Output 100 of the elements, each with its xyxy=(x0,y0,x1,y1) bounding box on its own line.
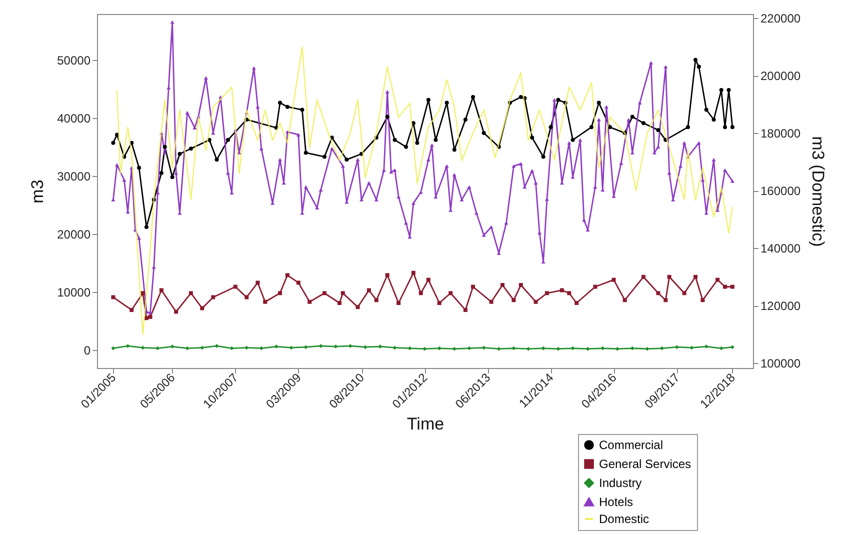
point xyxy=(159,288,164,292)
point xyxy=(111,346,116,350)
point xyxy=(512,346,516,350)
point xyxy=(630,346,634,350)
point xyxy=(518,283,523,288)
y2-tick-label: 160000 xyxy=(760,184,801,198)
y2-tick-label: 220000 xyxy=(760,12,801,26)
point xyxy=(471,284,476,289)
point xyxy=(374,298,378,302)
point xyxy=(500,283,504,288)
point xyxy=(700,298,705,302)
y2-tick-label: 120000 xyxy=(760,299,801,314)
legend-label: Industry xyxy=(599,476,642,490)
point xyxy=(140,346,145,350)
point xyxy=(174,310,178,314)
point xyxy=(185,346,190,350)
point xyxy=(560,288,564,292)
point xyxy=(148,314,152,319)
point xyxy=(667,274,672,279)
point xyxy=(730,284,734,289)
point xyxy=(482,346,486,350)
point xyxy=(418,291,423,296)
point xyxy=(556,346,560,351)
legend-label: Domestic xyxy=(599,512,650,526)
point xyxy=(233,284,238,289)
point xyxy=(722,284,727,289)
point xyxy=(256,280,260,285)
point xyxy=(308,300,312,304)
line-series xyxy=(116,46,734,335)
point xyxy=(259,346,264,350)
point xyxy=(645,346,650,351)
y-tick-label: 30000 xyxy=(57,169,91,184)
point xyxy=(263,300,268,304)
point xyxy=(426,278,430,282)
point xyxy=(664,298,668,302)
y-tick-label: 50000 xyxy=(57,53,91,68)
point xyxy=(296,280,300,285)
point xyxy=(200,306,204,310)
point xyxy=(211,295,216,300)
legend-label: Commercial xyxy=(599,438,664,452)
point xyxy=(244,295,249,300)
point xyxy=(214,344,219,348)
point xyxy=(411,270,416,275)
point xyxy=(318,344,323,348)
point xyxy=(274,344,278,349)
point xyxy=(285,273,290,278)
point xyxy=(704,344,708,349)
point xyxy=(716,278,720,282)
point xyxy=(289,346,294,350)
point xyxy=(378,344,382,349)
point xyxy=(534,300,538,304)
point xyxy=(693,274,698,279)
point xyxy=(674,345,679,350)
x-axis-title: Time xyxy=(406,414,444,434)
y2-tick-label: 140000 xyxy=(760,242,801,256)
point xyxy=(304,345,308,350)
point xyxy=(337,301,342,306)
point xyxy=(111,295,116,300)
point xyxy=(593,284,598,289)
point xyxy=(512,298,516,302)
y2-tick-label: 180000 xyxy=(760,126,801,141)
point xyxy=(496,346,501,351)
point xyxy=(656,291,660,296)
point xyxy=(660,346,664,350)
point xyxy=(586,346,590,351)
point xyxy=(334,344,338,349)
point xyxy=(348,344,352,348)
point xyxy=(544,291,549,296)
point xyxy=(188,291,193,296)
point xyxy=(278,291,282,296)
point xyxy=(408,346,412,350)
point xyxy=(392,346,397,350)
point xyxy=(615,346,620,351)
y-tick-label: 10000 xyxy=(57,285,91,300)
point xyxy=(600,346,605,350)
point xyxy=(437,301,442,306)
point xyxy=(489,300,494,304)
point xyxy=(622,298,627,302)
point xyxy=(126,344,130,348)
point xyxy=(541,346,546,350)
y2-axis-title: m3 (Domestic) xyxy=(808,136,828,247)
point xyxy=(719,346,724,350)
point xyxy=(452,346,456,351)
point xyxy=(170,344,174,349)
point xyxy=(230,346,234,350)
point xyxy=(641,274,646,279)
point xyxy=(437,346,442,350)
point xyxy=(396,301,401,306)
y-tick-label: 0 xyxy=(84,344,91,358)
point xyxy=(340,291,345,296)
point xyxy=(612,278,616,282)
point xyxy=(356,305,360,310)
point xyxy=(567,291,572,296)
point xyxy=(690,346,694,350)
point xyxy=(448,291,453,296)
point xyxy=(156,346,160,350)
y-tick-label: 20000 xyxy=(57,227,91,242)
y2-tick-label: 200000 xyxy=(760,69,801,84)
point xyxy=(570,346,575,350)
y-axis-title: m3 xyxy=(28,180,48,204)
